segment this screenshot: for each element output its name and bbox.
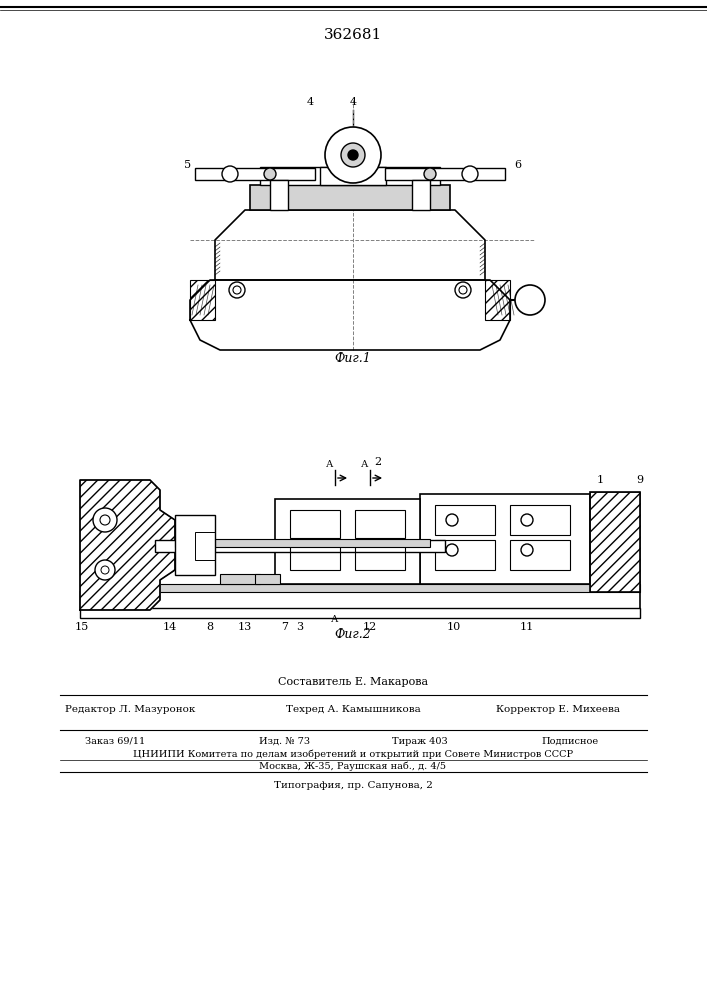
Text: Техред А. Камышникова: Техред А. Камышникова	[286, 704, 421, 714]
Bar	[195, 532, 215, 560]
Bar	[290, 510, 340, 538]
Bar	[175, 539, 430, 547]
Bar	[80, 608, 640, 618]
Text: 2: 2	[375, 457, 382, 467]
Text: 7: 7	[281, 622, 288, 632]
Polygon shape	[215, 210, 485, 280]
Text: 6: 6	[515, 160, 522, 170]
Bar	[355, 510, 405, 538]
Bar	[250, 185, 450, 210]
Text: Типография, пр. Сапунова, 2: Типография, пр. Сапунова, 2	[274, 780, 433, 790]
Circle shape	[348, 150, 358, 160]
Text: 15: 15	[75, 622, 89, 632]
Text: Редактор Л. Мазуронок: Редактор Л. Мазуронок	[65, 704, 195, 714]
Bar	[255, 574, 280, 584]
Text: Изд. № 73: Изд. № 73	[259, 736, 310, 746]
Bar	[190, 280, 215, 320]
Circle shape	[446, 514, 458, 526]
Circle shape	[264, 168, 276, 180]
Bar	[220, 574, 260, 584]
Circle shape	[341, 143, 365, 167]
Bar	[270, 180, 288, 210]
Bar	[80, 584, 640, 592]
Polygon shape	[190, 280, 510, 350]
Text: 8: 8	[206, 622, 214, 632]
Polygon shape	[80, 480, 175, 610]
Bar	[385, 168, 505, 180]
Bar	[355, 542, 405, 570]
Circle shape	[515, 285, 545, 315]
Text: Корректор Е. Михеева: Корректор Е. Михеева	[496, 704, 620, 714]
Circle shape	[95, 560, 115, 580]
Text: Заказ 69/11: Заказ 69/11	[85, 736, 145, 746]
Bar	[420, 494, 590, 584]
Circle shape	[424, 168, 436, 180]
Text: Подписное: Подписное	[542, 736, 599, 746]
Bar	[195, 168, 315, 180]
Circle shape	[446, 544, 458, 556]
Text: 362681: 362681	[324, 28, 382, 42]
Text: Тираж 403: Тираж 403	[392, 736, 448, 746]
Bar	[435, 505, 495, 535]
Circle shape	[222, 166, 238, 182]
Bar	[290, 542, 340, 570]
Text: Москва, Ж-35, Раушская наб., д. 4/5: Москва, Ж-35, Раушская наб., д. 4/5	[259, 761, 447, 771]
Circle shape	[455, 282, 471, 298]
Bar	[435, 540, 495, 570]
Text: 14: 14	[163, 622, 177, 632]
Bar	[590, 492, 640, 592]
Circle shape	[229, 282, 245, 298]
Text: 4: 4	[349, 97, 356, 107]
Bar	[510, 505, 570, 535]
Text: Составитель Е. Макарова: Составитель Е. Макарова	[278, 677, 428, 687]
Bar	[80, 592, 640, 610]
Text: А: А	[361, 460, 368, 469]
Text: Фиг.1: Фиг.1	[334, 352, 371, 365]
Text: 1: 1	[597, 475, 604, 485]
Circle shape	[521, 514, 533, 526]
Circle shape	[462, 166, 478, 182]
Text: 3: 3	[296, 622, 303, 632]
Bar	[320, 167, 386, 185]
Bar	[510, 540, 570, 570]
Circle shape	[93, 508, 117, 532]
Circle shape	[325, 127, 381, 183]
Bar	[275, 499, 420, 584]
Text: 13: 13	[238, 622, 252, 632]
Text: 5: 5	[185, 160, 192, 170]
Circle shape	[521, 544, 533, 556]
Text: 11: 11	[520, 622, 534, 632]
Text: 9: 9	[636, 475, 643, 485]
Text: 12: 12	[363, 622, 377, 632]
Bar	[412, 180, 430, 210]
Text: А: А	[327, 460, 334, 469]
Bar	[485, 280, 510, 320]
Text: 10: 10	[447, 622, 461, 632]
Text: А: А	[332, 615, 339, 624]
Text: ЦНИИПИ Комитета по делам изобретений и открытий при Совете Министров СССР: ЦНИИПИ Комитета по делам изобретений и о…	[133, 749, 573, 759]
Bar	[175, 515, 215, 575]
Text: Фиг.2: Фиг.2	[334, 628, 371, 641]
Bar	[590, 492, 640, 592]
Bar	[260, 167, 440, 185]
Bar	[155, 540, 445, 552]
Text: 4: 4	[306, 97, 314, 107]
